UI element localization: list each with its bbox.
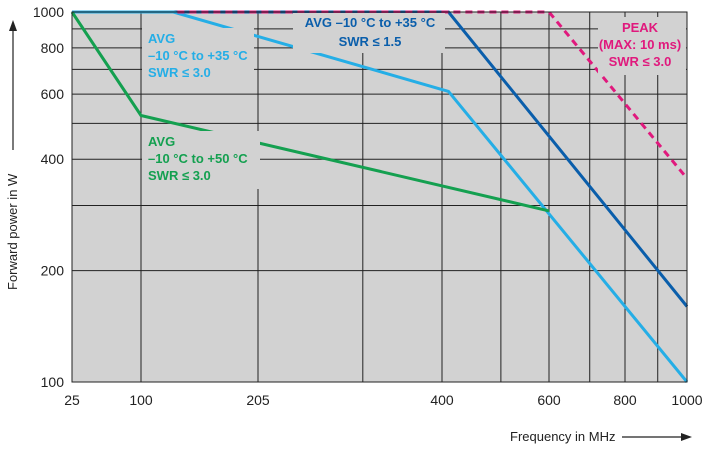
x-tick-label: 1000 bbox=[671, 392, 702, 408]
annotation-text: AVG bbox=[148, 31, 175, 46]
annotation-text: PEAK bbox=[622, 20, 659, 35]
y-tick-label: 400 bbox=[41, 151, 65, 167]
x-tick-label: 100 bbox=[129, 392, 153, 408]
annotation-background bbox=[293, 13, 445, 53]
y-tick-labels: 100 200 400 600 800 1000 bbox=[33, 4, 64, 390]
series-line-3 bbox=[70, 11, 550, 213]
annotation-text: AVG bbox=[148, 134, 175, 149]
y-axis-title: Forward power in W bbox=[5, 173, 20, 290]
x-tick-labels: 25 100 205 400 600 800 1000 bbox=[64, 392, 703, 408]
y-tick-label: 1000 bbox=[33, 4, 64, 20]
plot-frame bbox=[71, 11, 688, 383]
annotation-text: SWR ≤ 1.5 bbox=[339, 34, 402, 49]
annotation-text: SWR ≤ 3.0 bbox=[148, 65, 211, 80]
annotation-background bbox=[142, 131, 260, 189]
x-axis-arrow-head bbox=[681, 433, 692, 441]
x-axis-title: Frequency in MHz bbox=[510, 429, 615, 444]
y-tick-label: 800 bbox=[41, 40, 65, 56]
x-tick-label: 800 bbox=[613, 392, 637, 408]
annotation-text: –10 °C to +50 °C bbox=[148, 151, 248, 166]
annotation-group: AVG –10 °C to +35 °C SWR ≤ 3.0 AVG –10 °C to… bbox=[142, 13, 686, 189]
y-tick-label: 200 bbox=[41, 263, 65, 279]
annotation-text: SWR ≤ 3.0 bbox=[148, 168, 211, 183]
y-tick-label: 600 bbox=[41, 86, 65, 102]
x-tick-label: 400 bbox=[430, 392, 454, 408]
x-tick-label: 25 bbox=[64, 392, 80, 408]
annotation-text: SWR ≤ 3.0 bbox=[609, 54, 672, 69]
annotation-background bbox=[598, 17, 686, 75]
y-tick-label: 100 bbox=[41, 374, 65, 390]
x-axis-title-group: Frequency in MHz bbox=[510, 429, 692, 444]
annotation-background bbox=[142, 28, 254, 86]
x-tick-label: 205 bbox=[246, 392, 270, 408]
annotation-text: AVG –10 °C to +35 °C bbox=[305, 15, 436, 30]
annotation-text: –10 °C to +35 °C bbox=[148, 48, 248, 63]
y-axis-title-group: Forward power in W bbox=[5, 20, 20, 290]
annotation-text: (MAX: 10 ms) bbox=[599, 37, 681, 52]
y-axis-arrow-head bbox=[9, 20, 17, 31]
x-tick-label: 600 bbox=[537, 392, 561, 408]
